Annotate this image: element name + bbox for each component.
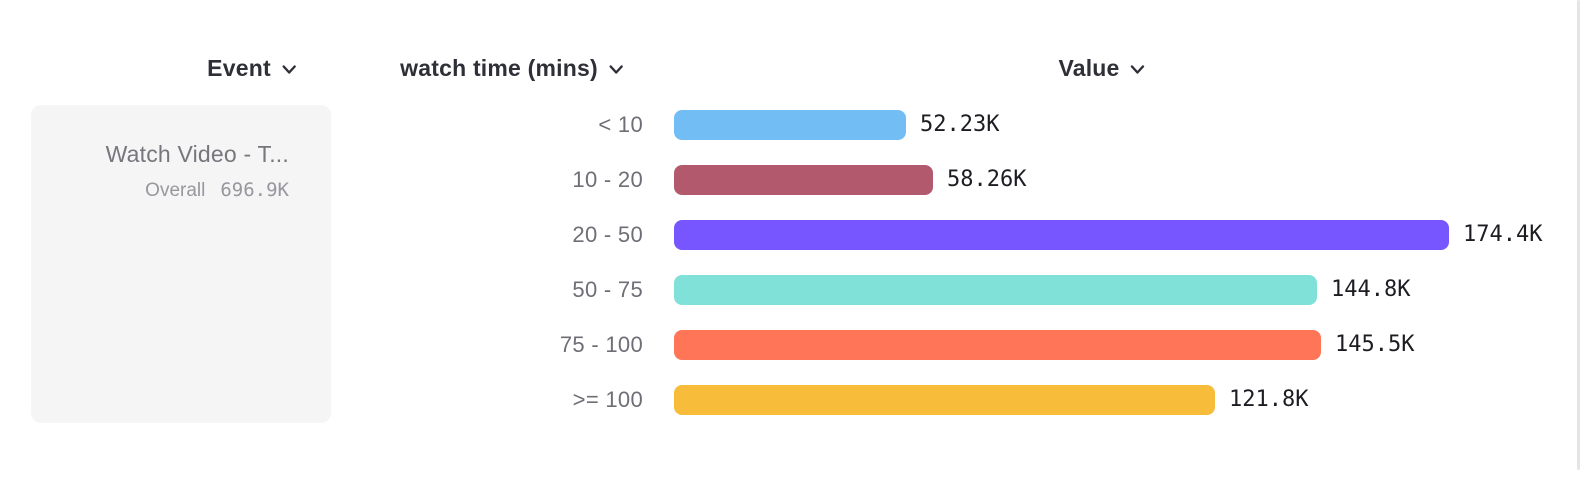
bar-chart: < 10 52.23K 10 - 20 58.26K 20 - 50 174.4… [333,97,1584,427]
bar-chart-row: 10 - 20 58.26K [333,152,1584,207]
bar-area: 58.26K [674,164,1027,195]
bar-chart-row: 50 - 75 144.8K [333,262,1584,317]
bar-area: 145.5K [674,329,1415,360]
bar-value-label: 52.23K [920,112,1000,137]
overall-label: Overall [145,180,206,201]
bar-value-label: 58.26K [947,167,1027,192]
event-column-label: Event [207,54,271,81]
breakdown-column-header[interactable]: watch time (mins) [400,53,624,83]
bar[interactable] [674,329,1321,360]
bar-row-label: < 10 [598,111,643,137]
bar-row-label: 50 - 75 [572,276,643,302]
bar-value-label: 174.4K [1463,222,1543,247]
bar-row-label: 75 - 100 [559,331,643,357]
bar-chart-row: >= 100 121.8K [333,372,1584,427]
bar[interactable] [674,164,933,195]
bar[interactable] [674,384,1215,415]
bar[interactable] [674,219,1449,250]
bar-chart-row: 75 - 100 145.5K [333,317,1584,372]
bar-value-label: 121.8K [1229,387,1309,412]
bar-chart-row: < 10 52.23K [333,97,1584,152]
bar-row-label: 20 - 50 [572,221,643,247]
bar-value-label: 145.5K [1335,332,1415,357]
bar-area: 121.8K [674,384,1309,415]
chevron-down-icon [281,64,297,76]
event-column-header[interactable]: Event [207,53,297,83]
bar-row-label: >= 100 [572,386,643,412]
right-divider [1577,0,1580,470]
event-series-title: Watch Video - T... [105,141,289,167]
value-column-label: Value [1058,54,1120,81]
bar-area: 174.4K [674,219,1543,250]
bar-row-label: 10 - 20 [572,166,643,192]
bar[interactable] [674,274,1317,305]
bar-value-label: 144.8K [1331,277,1411,302]
breakdown-column-label: watch time (mins) [400,54,598,81]
chevron-down-icon [608,64,624,76]
overall-value: 696.9K [220,179,289,201]
event-series-card[interactable]: Watch Video - T... Overall 696.9K [31,105,331,423]
value-column-header[interactable]: Value [1058,53,1145,83]
bar-area: 144.8K [674,274,1411,305]
event-overall-row: Overall 696.9K [51,179,289,202]
chevron-down-icon [1130,64,1146,76]
bar-area: 52.23K [674,109,1000,140]
bar[interactable] [674,109,906,140]
bar-chart-row: 20 - 50 174.4K [333,207,1584,262]
